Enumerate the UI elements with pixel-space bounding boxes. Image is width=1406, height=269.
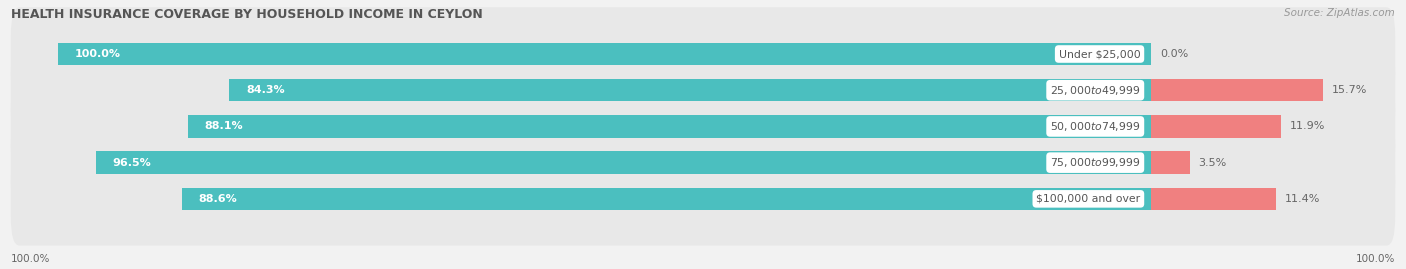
Bar xyxy=(96,151,1152,174)
Bar xyxy=(1152,115,1281,138)
Text: $100,000 and over: $100,000 and over xyxy=(1036,194,1140,204)
FancyBboxPatch shape xyxy=(11,152,1395,246)
Text: $50,000 to $74,999: $50,000 to $74,999 xyxy=(1050,120,1140,133)
Bar xyxy=(1152,79,1323,101)
Text: 100.0%: 100.0% xyxy=(1355,254,1395,264)
Text: 88.1%: 88.1% xyxy=(204,121,243,132)
Text: 88.6%: 88.6% xyxy=(198,194,238,204)
FancyBboxPatch shape xyxy=(11,80,1395,173)
Text: 100.0%: 100.0% xyxy=(75,49,120,59)
Bar xyxy=(183,188,1152,210)
Text: Source: ZipAtlas.com: Source: ZipAtlas.com xyxy=(1284,8,1395,18)
Text: Under $25,000: Under $25,000 xyxy=(1059,49,1140,59)
Bar xyxy=(1152,188,1277,210)
Text: 96.5%: 96.5% xyxy=(112,158,152,168)
Text: HEALTH INSURANCE COVERAGE BY HOUSEHOLD INCOME IN CEYLON: HEALTH INSURANCE COVERAGE BY HOUSEHOLD I… xyxy=(11,8,484,21)
FancyBboxPatch shape xyxy=(11,116,1395,209)
FancyBboxPatch shape xyxy=(11,7,1395,101)
Bar xyxy=(188,115,1152,138)
Text: $25,000 to $49,999: $25,000 to $49,999 xyxy=(1050,84,1140,97)
Bar xyxy=(58,43,1152,65)
Text: 100.0%: 100.0% xyxy=(11,254,51,264)
Text: 15.7%: 15.7% xyxy=(1331,85,1367,95)
Text: 3.5%: 3.5% xyxy=(1198,158,1226,168)
FancyBboxPatch shape xyxy=(11,44,1395,137)
Text: 11.9%: 11.9% xyxy=(1291,121,1326,132)
Text: 84.3%: 84.3% xyxy=(246,85,284,95)
Bar xyxy=(1152,151,1189,174)
Text: 0.0%: 0.0% xyxy=(1160,49,1188,59)
Bar xyxy=(229,79,1152,101)
Text: 11.4%: 11.4% xyxy=(1285,194,1320,204)
Text: $75,000 to $99,999: $75,000 to $99,999 xyxy=(1050,156,1140,169)
